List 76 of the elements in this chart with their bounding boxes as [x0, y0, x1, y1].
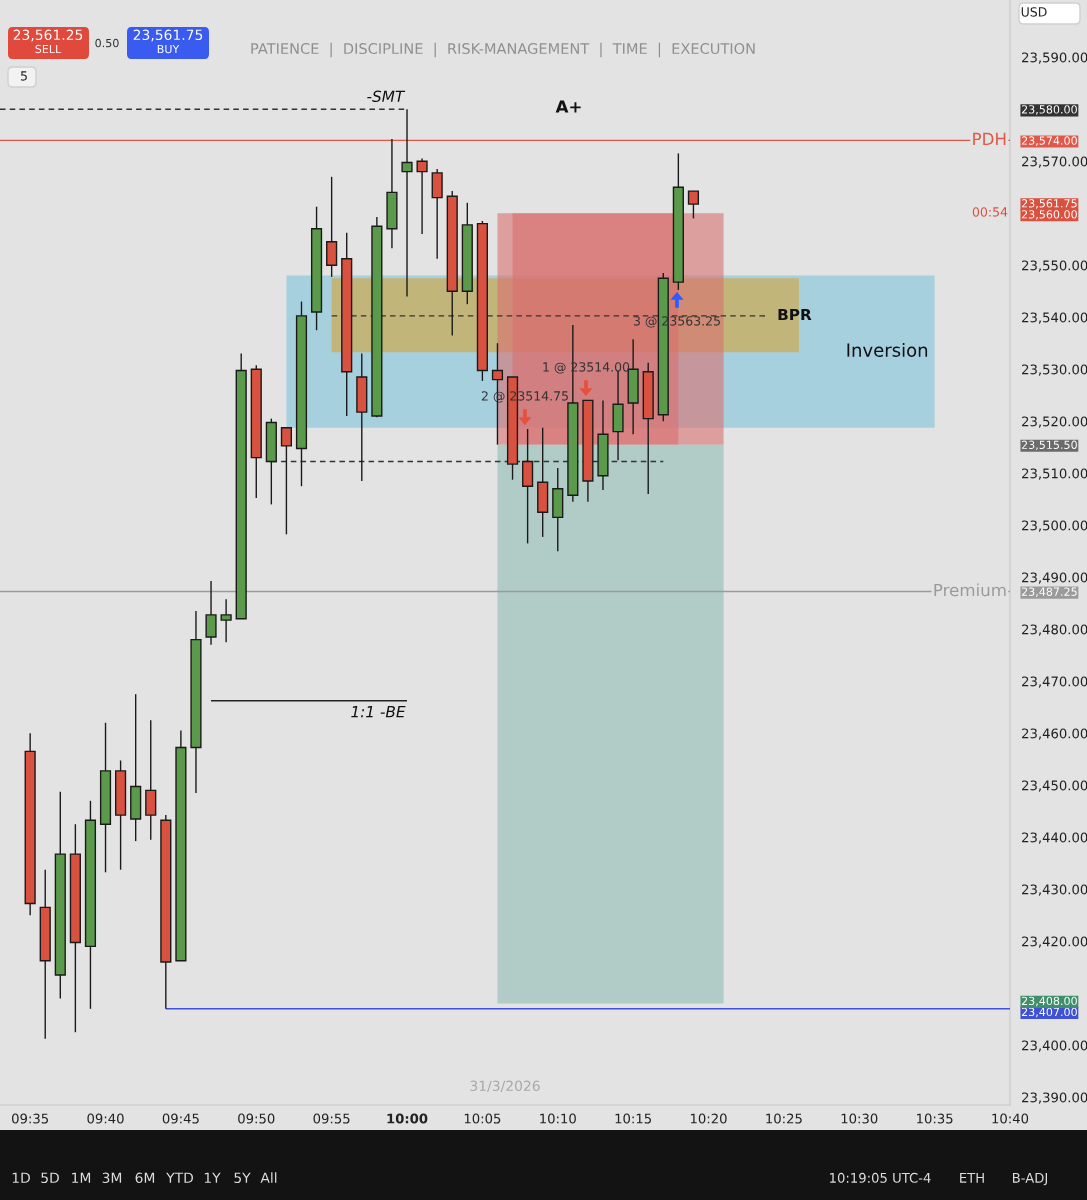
text: All [260, 1172, 277, 1183]
annotation: 23,561.25 [13, 29, 83, 42]
y-tick-label: 23,500.00 [1022, 520, 1087, 532]
y-tick-label: 23,561.75 [1021, 199, 1077, 209]
x-tick-label: 10:30 [841, 1113, 878, 1124]
text: PATIENCE | DISCIPLINE | RISK-MANAGEMENT | TIME | EXECUTION [251, 42, 755, 58]
text: ETH [960, 1173, 984, 1183]
text: 5D [41, 1172, 59, 1184]
text: 1M [72, 1172, 91, 1183]
y-tick-label: 23,420.00 [1022, 936, 1087, 948]
y-tick-label: 23,460.00 [1022, 728, 1087, 740]
annotation: 5 [20, 71, 27, 81]
x-tick-label: 09:50 [238, 1113, 275, 1124]
x-tick-label: 10:20 [690, 1113, 727, 1124]
annotation: 0.50 [95, 38, 119, 48]
text: 1Y [204, 1172, 221, 1183]
text: 6M [135, 1172, 155, 1184]
candlestick [687, 190, 700, 220]
annotation: A+ [555, 100, 581, 113]
text: 3M [102, 1172, 122, 1184]
y-tick-label: 23,490.00 [1022, 572, 1087, 584]
x-tick-label: 09:45 [162, 1113, 199, 1124]
text: 1D [12, 1172, 30, 1183]
y-tick-label: 23,590.00 [1022, 52, 1087, 64]
y-tick-label: 23,400.00 [1022, 1040, 1087, 1052]
text: B-ADJ [1013, 1173, 1047, 1186]
y-tick-label: 23,487.25 [1021, 587, 1077, 598]
y-tick-label: 23,550.00 [1022, 260, 1087, 272]
ref-line-label: PDH [973, 132, 1006, 145]
x-tick-label: 09:55 [313, 1113, 350, 1124]
x-tick-label: 10:40 [992, 1113, 1029, 1124]
y-tick-label: 23,574.00 [1021, 136, 1077, 146]
x-tick-label: 10:05 [464, 1113, 501, 1124]
y-tick-label: 23,560.00 [1021, 210, 1077, 220]
ref-line-label: Premium [934, 583, 1006, 597]
y-tick-label: 23,470.00 [1022, 676, 1087, 688]
candlestick [205, 580, 217, 646]
y-tick-label: 23,515.50 [1021, 440, 1077, 451]
y-tick-label: 23,520.00 [1022, 416, 1087, 428]
y-tick-label: 23,480.00 [1022, 624, 1087, 636]
candlestick [220, 598, 232, 643]
candlestick [401, 108, 413, 298]
annotation: SELL [35, 44, 62, 54]
x-tick-label: 10:00 [387, 1113, 428, 1124]
x-tick-label: 10:10 [540, 1113, 576, 1124]
text: 10:19:05 UTC-4 [830, 1172, 931, 1183]
annotation: BUY [157, 44, 180, 54]
text: 5Y [234, 1172, 251, 1184]
y-tick-label: 23,540.00 [1022, 312, 1087, 324]
ref-line-label: -SMT [367, 90, 406, 103]
y-tick-label: 23,390.00 [1022, 1092, 1087, 1104]
candlestick [491, 342, 504, 446]
y-tick-label: 23,407.00 [1021, 1007, 1077, 1018]
x-tick-label: 09:40 [87, 1113, 124, 1124]
candlestick [326, 176, 338, 278]
annotation: 00:54 [972, 207, 1008, 217]
y-tick-label: 23,530.00 [1022, 364, 1087, 376]
y-tick-label: 23,510.00 [1022, 468, 1087, 480]
annotation: 23,561.75 [133, 29, 203, 42]
text: YTD [166, 1172, 194, 1183]
text: USD [1021, 7, 1047, 17]
candlestick [416, 157, 428, 235]
y-tick-label: 23,430.00 [1022, 884, 1087, 896]
x-tick-label: 09:35 [12, 1113, 49, 1124]
y-tick-label: 23,450.00 [1022, 780, 1087, 792]
annotation: 1:1 -BE [351, 706, 406, 718]
annotation: 31/3/2026 [470, 1080, 540, 1093]
candlestick [280, 427, 293, 535]
y-tick-label: 23,580.00 [1021, 105, 1077, 115]
y-tick-label: 23,440.00 [1022, 832, 1087, 844]
x-tick-label: 10:35 [917, 1113, 953, 1124]
y-tick-label: 23,408.00 [1021, 996, 1077, 1007]
x-tick-label: 10:15 [615, 1113, 651, 1124]
band-label: Inversion [847, 342, 928, 357]
y-tick-label: 23,570.00 [1022, 156, 1087, 168]
x-tick-label: 10:25 [766, 1113, 802, 1124]
